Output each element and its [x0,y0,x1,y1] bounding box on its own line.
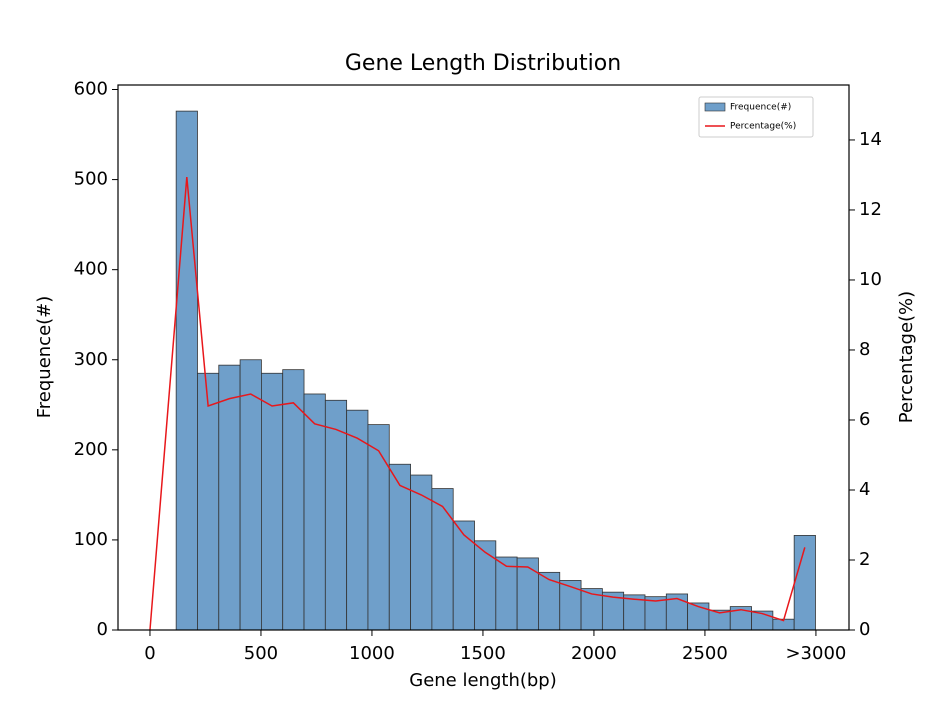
bar [303,393,326,631]
bar [197,372,220,631]
y-tick-label: 300 [74,349,108,370]
y2-tick-label: 4 [859,479,870,500]
chart-title: Gene Length Distribution [345,51,621,76]
y-tick-label: 600 [74,79,108,100]
x-tick-label: 1500 [460,643,506,664]
x-tick-label: 500 [244,643,278,664]
bar [324,399,348,631]
bar [516,557,539,631]
y2-tick-label: 14 [859,129,882,150]
y2-tick-label: 6 [859,409,870,430]
x-tick-label: 0 [144,643,155,664]
y-tick-label: 500 [74,169,108,190]
y2-tick-label: 10 [859,269,882,290]
bar [495,556,518,631]
plot-frame [117,84,850,631]
y2-tick-label: 8 [859,339,870,360]
bar [282,369,305,631]
legend-label: Percentage(%) [730,122,796,132]
bar [261,372,284,631]
x-tick-label: 1000 [349,643,395,664]
x-tick-label: 2500 [682,643,728,664]
y-tick-label: 400 [74,259,108,280]
bar [367,424,390,631]
y-tick-label: 100 [74,529,108,550]
y-tick-label: 200 [74,439,108,460]
x-tick-label: >3000 [785,643,846,664]
bar [175,110,198,631]
y-tick-label: 0 [97,619,108,640]
y2-tick-label: 0 [859,619,870,640]
x-tick-label: 2000 [571,643,617,664]
y2-tick-label: 12 [859,199,882,220]
y2-tick-label: 2 [859,549,870,570]
y-axis-label: Frequence(#) [34,296,55,419]
line [149,176,806,631]
legend-label: Frequence(#) [730,103,791,113]
bar [452,520,475,631]
legend-swatch [704,102,726,112]
bar [239,359,262,631]
bar [538,571,561,631]
bar [218,364,241,631]
x-axis-label: Gene length(bp) [409,670,557,691]
bar [559,580,582,631]
y2-axis-label: Percentage(%) [896,291,917,423]
bar [474,540,497,631]
bar [431,488,454,631]
legend-box [698,96,814,138]
